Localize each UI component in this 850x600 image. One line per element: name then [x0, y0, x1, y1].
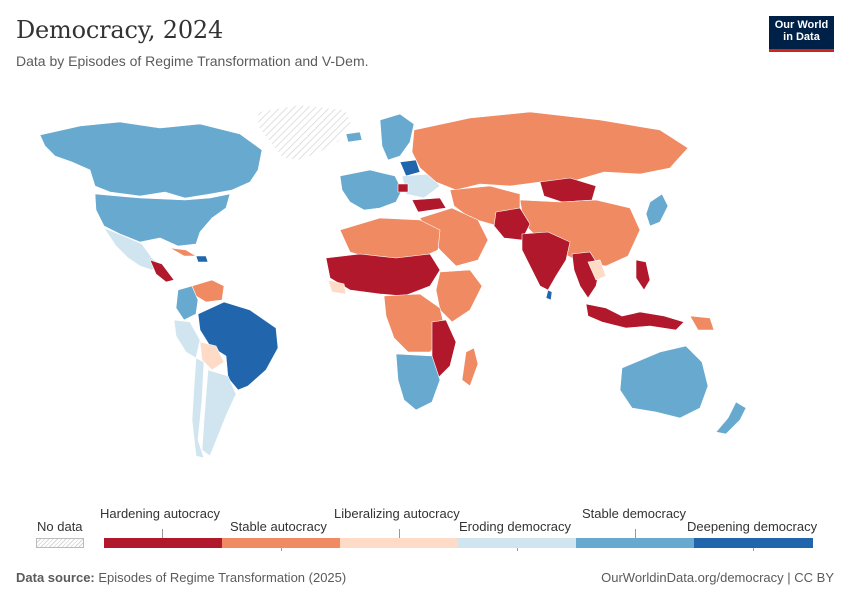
legend-label-stable-autocracy: Stable autocracy	[230, 519, 327, 534]
legend-swatch-liberalizing[interactable]	[340, 538, 458, 548]
legend-no-data-label: No data	[37, 519, 83, 534]
region-west-africa-coast[interactable]	[327, 279, 347, 295]
region-sri-lanka[interactable]	[545, 289, 553, 301]
chart-title: Democracy, 2024	[16, 16, 224, 44]
region-poland[interactable]	[399, 159, 421, 177]
region-iceland[interactable]	[345, 131, 363, 143]
logo-line-2: in Data	[783, 31, 820, 43]
region-madagascar[interactable]	[461, 347, 479, 387]
region-east-africa[interactable]	[435, 269, 483, 323]
chart-subtitle: Data by Episodes of Regime Transformatio…	[16, 53, 369, 69]
region-southern-africa[interactable]	[395, 353, 441, 411]
region-indonesia[interactable]	[585, 303, 685, 331]
region-thailand[interactable]	[587, 259, 607, 281]
legend-tick	[635, 529, 636, 538]
region-japan[interactable]	[645, 193, 669, 227]
region-central-africa[interactable]	[383, 293, 447, 353]
region-argentina[interactable]	[201, 369, 237, 457]
region-usa[interactable]	[94, 193, 231, 247]
legend-label-stable-democracy: Stable democracy	[582, 506, 687, 521]
logo-line-1: Our World	[774, 19, 829, 31]
legend-tick	[162, 529, 163, 538]
region-western-europe[interactable]	[339, 169, 403, 211]
legend-swatch-deepening[interactable]	[694, 538, 813, 548]
legend-label-eroding: Eroding democracy	[459, 519, 571, 534]
data-source-label: Data source:	[16, 570, 95, 585]
region-colombia[interactable]	[175, 285, 199, 321]
region-australia[interactable]	[619, 345, 709, 419]
legend-swatch-eroding[interactable]	[458, 538, 576, 548]
legend-swatch-hardening[interactable]	[104, 538, 222, 548]
region-hungary[interactable]	[397, 183, 409, 193]
region-central-america[interactable]	[149, 259, 175, 283]
region-greenland[interactable]	[257, 104, 353, 161]
region-canada[interactable]	[39, 121, 263, 199]
data-source: Data source: Episodes of Regime Transfor…	[16, 570, 346, 585]
region-new-zealand[interactable]	[715, 401, 747, 435]
region-png[interactable]	[689, 315, 715, 331]
region-mongolia[interactable]	[539, 177, 597, 203]
region-russia[interactable]	[411, 111, 689, 191]
region-cuba[interactable]	[169, 247, 198, 257]
region-scandinavia[interactable]	[379, 113, 415, 161]
region-turkey[interactable]	[411, 197, 447, 213]
source-url[interactable]: OurWorldinData.org/democracy | CC BY	[601, 570, 834, 585]
legend-tick	[399, 529, 400, 538]
legend-swatch-stable-democracy[interactable]	[576, 538, 694, 548]
legend-no-data-swatch[interactable]	[36, 538, 84, 548]
region-philippines[interactable]	[635, 259, 651, 291]
region-north-africa[interactable]	[339, 217, 441, 261]
legend-label-deepening: Deepening democracy	[687, 519, 818, 534]
region-haiti[interactable]	[195, 255, 209, 263]
world-map[interactable]	[0, 90, 850, 490]
world-map-svg[interactable]	[0, 90, 850, 490]
owid-logo[interactable]: Our World in Data	[769, 16, 834, 52]
region-peru[interactable]	[173, 319, 201, 359]
data-source-text[interactable]: Episodes of Regime Transformation (2025)	[98, 570, 347, 585]
legend-label-liberalizing: Liberalizing autocracy	[334, 506, 460, 521]
legend-swatch-stable-autocracy[interactable]	[222, 538, 340, 548]
region-bolivia[interactable]	[199, 341, 225, 371]
legend-label-hardening: Hardening autocracy	[100, 506, 220, 521]
region-india[interactable]	[521, 231, 571, 291]
region-chile[interactable]	[191, 357, 205, 459]
